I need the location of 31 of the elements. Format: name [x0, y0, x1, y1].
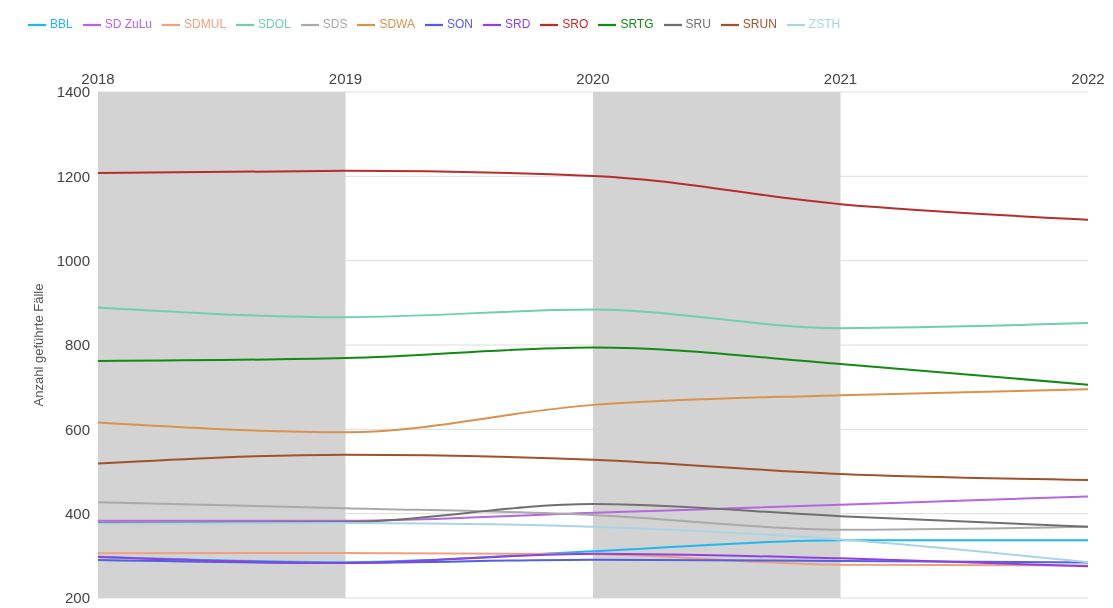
line-series: [98, 521, 1088, 564]
y-tick-label: 600: [64, 420, 90, 438]
legend-label: ZSTH: [808, 17, 841, 32]
legend-label: SDOL: [258, 17, 291, 32]
legend-label: SRTG: [620, 17, 654, 32]
line-series: [98, 453, 1088, 481]
x-tick-label: 2022: [1071, 70, 1105, 87]
y-tick-label: 1200: [56, 167, 90, 185]
legend-label: BBL: [50, 17, 73, 32]
legend-label: SDS: [322, 17, 348, 32]
legend-label: SDWA: [379, 17, 415, 32]
legend-label: SRO: [562, 17, 589, 32]
line-series: [98, 169, 1088, 221]
x-tick-label: 2020: [576, 70, 610, 87]
y-tick-label: 800: [64, 336, 90, 354]
y-tick-label: 1000: [56, 251, 90, 269]
line-series: [98, 495, 1088, 522]
y-tick-label: 400: [64, 504, 90, 522]
line-series: [98, 346, 1088, 386]
legend-label: SD ZuLu: [104, 17, 153, 32]
x-tick-label: 2021: [823, 70, 858, 87]
x-tick-label: 2019: [328, 70, 363, 87]
y-tick-label: 200: [64, 589, 90, 607]
legend-label: SRUN: [742, 17, 777, 32]
line-series: [98, 306, 1088, 330]
legend-label: SRD: [505, 17, 531, 32]
legend-label: SDMUL: [184, 17, 227, 32]
legend-label: SRU: [685, 17, 711, 32]
legend-label: SON: [447, 17, 474, 32]
y-axis-title: Anzahl geführte Fälle: [30, 283, 46, 407]
line-series: [98, 388, 1088, 434]
